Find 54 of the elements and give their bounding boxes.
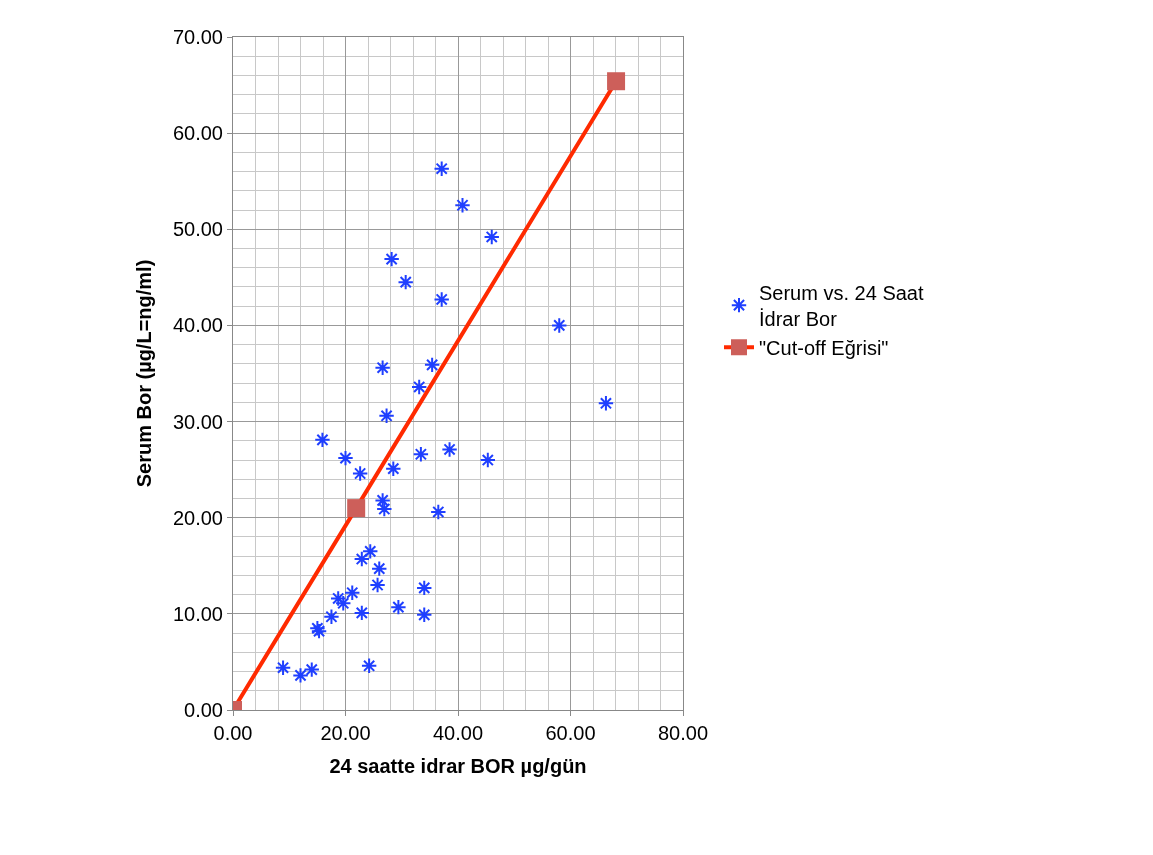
x-axis-title: 24 saatte idrar BOR µg/gün: [329, 754, 587, 777]
point: [369, 576, 386, 594]
y-tick-label: 70.00: [172, 26, 223, 48]
point: [274, 659, 292, 676]
point: [441, 441, 458, 458]
point: [374, 359, 391, 376]
x-tick-label: 0.00: [213, 722, 253, 744]
point: [385, 460, 402, 477]
point: [423, 356, 441, 374]
point: [378, 407, 395, 424]
point: [351, 465, 369, 482]
point: [353, 604, 371, 622]
point: [607, 72, 626, 91]
point: [337, 449, 354, 467]
legend-label: Serum vs. 24 Saat İdrar Bor: [759, 281, 924, 330]
y-tick-label: 10.00: [172, 602, 223, 625]
point: [303, 661, 320, 678]
y-tick-label: 0.00: [184, 699, 223, 721]
point: [479, 451, 497, 469]
legend-label: "Cut-off Eğrisi": [759, 336, 889, 359]
point: [353, 550, 371, 568]
point: [483, 228, 500, 246]
point: [371, 560, 388, 577]
point: [416, 606, 433, 624]
x-tick-label: 80.00: [657, 722, 709, 744]
point: [397, 273, 414, 291]
point: [430, 503, 447, 521]
point: [383, 250, 400, 268]
x-tick-label: 60.00: [545, 722, 596, 744]
y-tick-label: 40.00: [172, 314, 223, 337]
point: [454, 197, 471, 214]
point: [360, 657, 378, 674]
point: [433, 160, 450, 177]
y-axis-title: Serum Bor (µg/L=ng/ml): [133, 259, 156, 488]
point: [597, 395, 615, 412]
y-tick-label: 30.00: [172, 410, 223, 433]
point: [416, 579, 433, 597]
point: [410, 378, 428, 396]
point: [412, 446, 430, 463]
y-tick-label: 20.00: [172, 506, 223, 529]
point: [551, 317, 568, 334]
point: [347, 499, 366, 518]
x-tick-label: 40.00: [432, 722, 484, 744]
y-tick-label: 50.00: [172, 218, 223, 241]
x-tick-label: 20.00: [320, 722, 371, 744]
y-tick-label: 60.00: [172, 122, 223, 145]
point: [344, 584, 361, 601]
point: [390, 598, 407, 616]
point: [314, 431, 331, 449]
point: [374, 492, 391, 509]
point: [323, 608, 340, 625]
point: [362, 543, 379, 560]
point: [292, 667, 309, 684]
point: [433, 291, 450, 308]
